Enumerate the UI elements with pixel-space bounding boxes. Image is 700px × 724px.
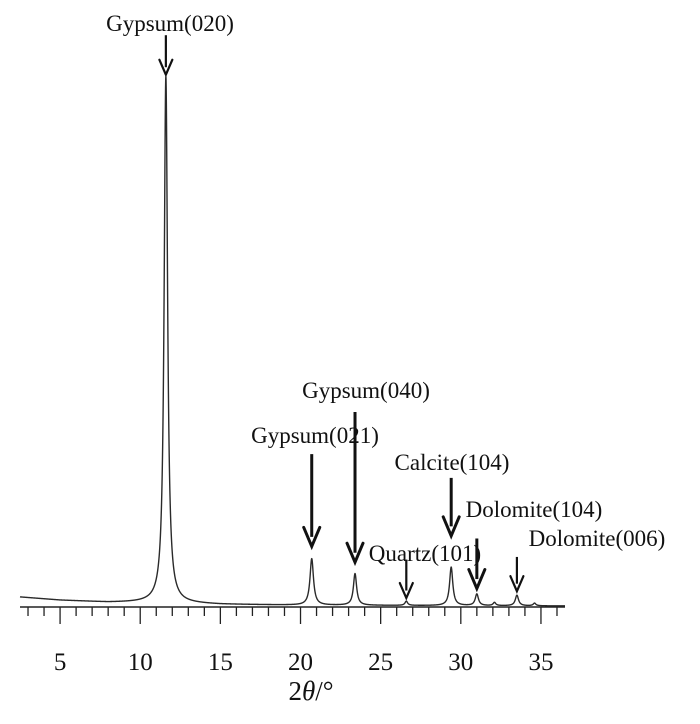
x-axis-ticks — [27, 607, 558, 624]
peak-label-quartz-101: Quartz(101) — [369, 541, 481, 566]
peak-arrow-head — [158, 58, 174, 78]
x-tick-label: 15 — [208, 649, 233, 676]
peak-arrows — [158, 35, 525, 601]
x-tick-label: 25 — [368, 649, 393, 676]
peak-arrow-head — [345, 541, 365, 567]
diffraction-line — [19, 75, 566, 607]
x-axis-title-unit: /° — [315, 676, 333, 706]
peak-arrow-head — [398, 581, 414, 601]
x-tick-label: 10 — [128, 649, 153, 676]
peak-arrow-head — [509, 575, 525, 594]
x-axis-title: 2θ/° — [288, 676, 333, 706]
x-tick-label: 20 — [288, 649, 313, 676]
peak-arrow-head — [441, 515, 461, 540]
peak-label-calcite-104: Calcite(104) — [395, 450, 510, 475]
x-tick-label: 30 — [448, 649, 473, 676]
x-axis-title-theta: θ — [302, 676, 315, 706]
x-axis-tick-labels: 5 10 15 20 25 30 35 — [54, 649, 554, 676]
peak-labels: Gypsum(020) Gypsum(040) Gypsum(021) Calc… — [106, 11, 665, 566]
peak-label-gypsum-020: Gypsum(020) — [106, 11, 234, 36]
peak-label-dolomite-104: Dolomite(104) — [466, 497, 603, 522]
x-tick-label: 5 — [54, 649, 67, 676]
peak-label-gypsum-040: Gypsum(040) — [302, 378, 430, 403]
xrd-series-line — [19, 75, 566, 607]
x-tick-label: 35 — [528, 649, 553, 676]
x-axis: 5 10 15 20 25 30 35 2θ/° — [20, 606, 565, 706]
peak-label-gypsum-021: Gypsum(021) — [251, 423, 379, 448]
peak-label-dolomite-006: Dolomite(006) — [529, 526, 666, 551]
x-axis-title-number: 2 — [288, 676, 302, 706]
peak-arrow-head — [302, 525, 322, 551]
peak-arrow-head — [467, 568, 487, 593]
